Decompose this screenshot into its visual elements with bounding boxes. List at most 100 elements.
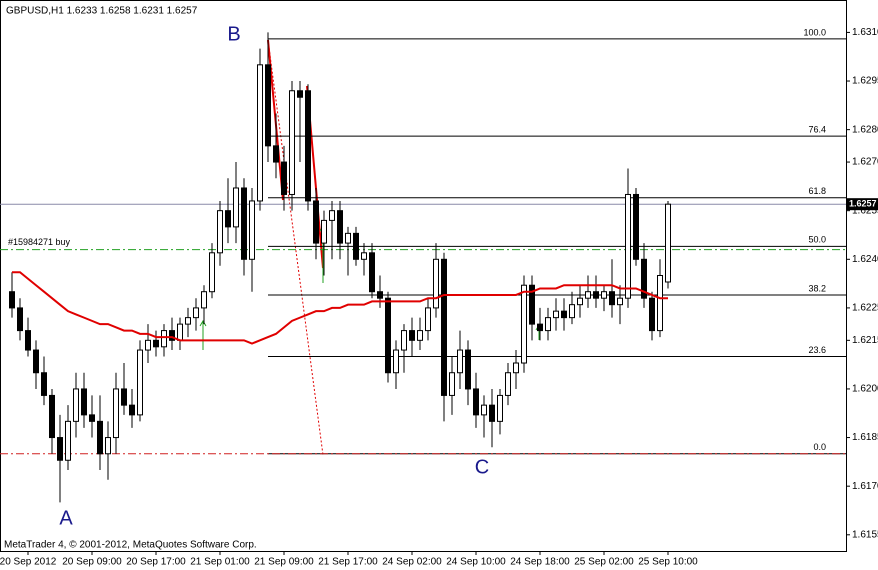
candle-body — [353, 232, 359, 260]
candle-body — [17, 307, 23, 332]
candle-body — [185, 317, 191, 325]
candle-body — [665, 203, 671, 283]
candle-body — [569, 304, 575, 319]
x-tick-label: 25 Sep 10:00 — [638, 557, 698, 568]
candle-body — [177, 323, 183, 341]
plot-frame — [0, 0, 847, 552]
candle-body — [393, 349, 399, 374]
footer: MetaTrader 4, © 2001-2012, MetaQuotes So… — [4, 540, 257, 551]
fib-label: 100.0 — [803, 27, 826, 37]
trend-dashed — [267, 39, 324, 456]
candle-body — [361, 252, 367, 260]
candle-body — [545, 317, 551, 332]
candle-body — [57, 437, 63, 461]
candle-body — [425, 307, 431, 332]
candle-body — [633, 193, 639, 260]
candle-body — [441, 258, 447, 396]
candle-body — [41, 372, 47, 396]
y-tick-label: 1.6185 — [852, 432, 878, 443]
candle-body — [601, 291, 607, 299]
point-label: A — [59, 507, 73, 529]
candle-body — [49, 394, 55, 439]
candle-body — [521, 284, 527, 364]
candle-body — [129, 404, 135, 416]
candle-body — [169, 330, 175, 341]
candle-body — [233, 187, 239, 228]
candle-body — [489, 404, 495, 422]
candle-body — [153, 339, 159, 348]
candle-body — [641, 258, 647, 299]
candle-body — [481, 404, 487, 416]
fib-label: 61.8 — [808, 186, 826, 196]
candle-body — [33, 349, 39, 374]
candle-body — [401, 330, 407, 351]
candle-body — [505, 372, 511, 396]
candle-body — [609, 291, 615, 306]
candle-body — [593, 291, 599, 299]
candle-body — [529, 284, 535, 325]
candle-body — [73, 388, 79, 422]
candle-body — [625, 193, 631, 299]
candle-body — [145, 339, 151, 351]
y-tick-label: 1.6310 — [852, 27, 878, 38]
candle-body — [337, 210, 343, 244]
candle-body — [193, 307, 199, 319]
x-tick-label: 20 Sep 09:00 — [62, 557, 122, 568]
fib-label: 50.0 — [808, 235, 826, 245]
y-tick-label: 1.6170 — [852, 481, 878, 492]
x-tick-label: 24 Sep 02:00 — [382, 557, 442, 568]
candle-body — [457, 349, 463, 374]
candle-body — [225, 210, 231, 228]
candle-body — [201, 291, 207, 309]
y-tick-label: 1.6155 — [852, 529, 878, 540]
candle-body — [249, 200, 255, 260]
candle-body — [369, 252, 375, 293]
candle-body — [409, 330, 415, 341]
x-tick-label: 21 Sep 09:00 — [254, 557, 314, 568]
candle-body — [465, 349, 471, 390]
candle-body — [65, 420, 71, 461]
x-tick-label: 21 Sep 01:00 — [190, 557, 250, 568]
candle-body — [449, 372, 455, 396]
candle-body — [265, 64, 271, 147]
y-tick-label: 1.6215 — [852, 335, 878, 346]
candle-body — [617, 297, 623, 306]
candle-body — [577, 297, 583, 306]
candle-body — [9, 291, 15, 309]
candle-body — [137, 349, 143, 416]
candle-body — [105, 437, 111, 455]
candle-body — [81, 388, 87, 416]
candle-body — [217, 210, 223, 254]
candle-body — [553, 310, 559, 319]
y-tick-label: 1.6255 — [852, 205, 878, 216]
candle-body — [585, 291, 591, 299]
candle-body — [25, 330, 31, 351]
price-label: 1.6257 — [849, 199, 877, 209]
candle-body — [209, 252, 215, 293]
chart-title: GBPUSD,H1 1.6233 1.6258 1.6231 1.6257 — [6, 6, 198, 17]
candle-body — [649, 297, 655, 332]
point-label: C — [475, 456, 489, 478]
y-tick-label: 1.6280 — [852, 124, 878, 135]
candle-body — [313, 200, 319, 244]
candle-body — [113, 388, 119, 439]
candle-body — [281, 161, 287, 195]
fib-label: 23.6 — [808, 345, 826, 355]
candle-body — [321, 219, 327, 244]
candle-body — [97, 420, 103, 455]
arrow — [199, 320, 207, 350]
order-label: #15984271 buy — [8, 237, 71, 247]
candle-body — [657, 275, 663, 332]
y-tick-label: 1.6240 — [852, 254, 878, 265]
x-tick-label: 24 Sep 10:00 — [446, 557, 506, 568]
moving-average — [12, 271, 668, 345]
fib-label: 38.2 — [808, 283, 826, 293]
x-tick-label: 25 Sep 02:00 — [574, 557, 634, 568]
candle-body — [121, 388, 127, 406]
candle-body — [305, 90, 311, 202]
fib-label: 0.0 — [813, 442, 826, 452]
candle-body — [561, 310, 567, 319]
x-tick-label: 20 Sep 2012 — [0, 557, 57, 568]
